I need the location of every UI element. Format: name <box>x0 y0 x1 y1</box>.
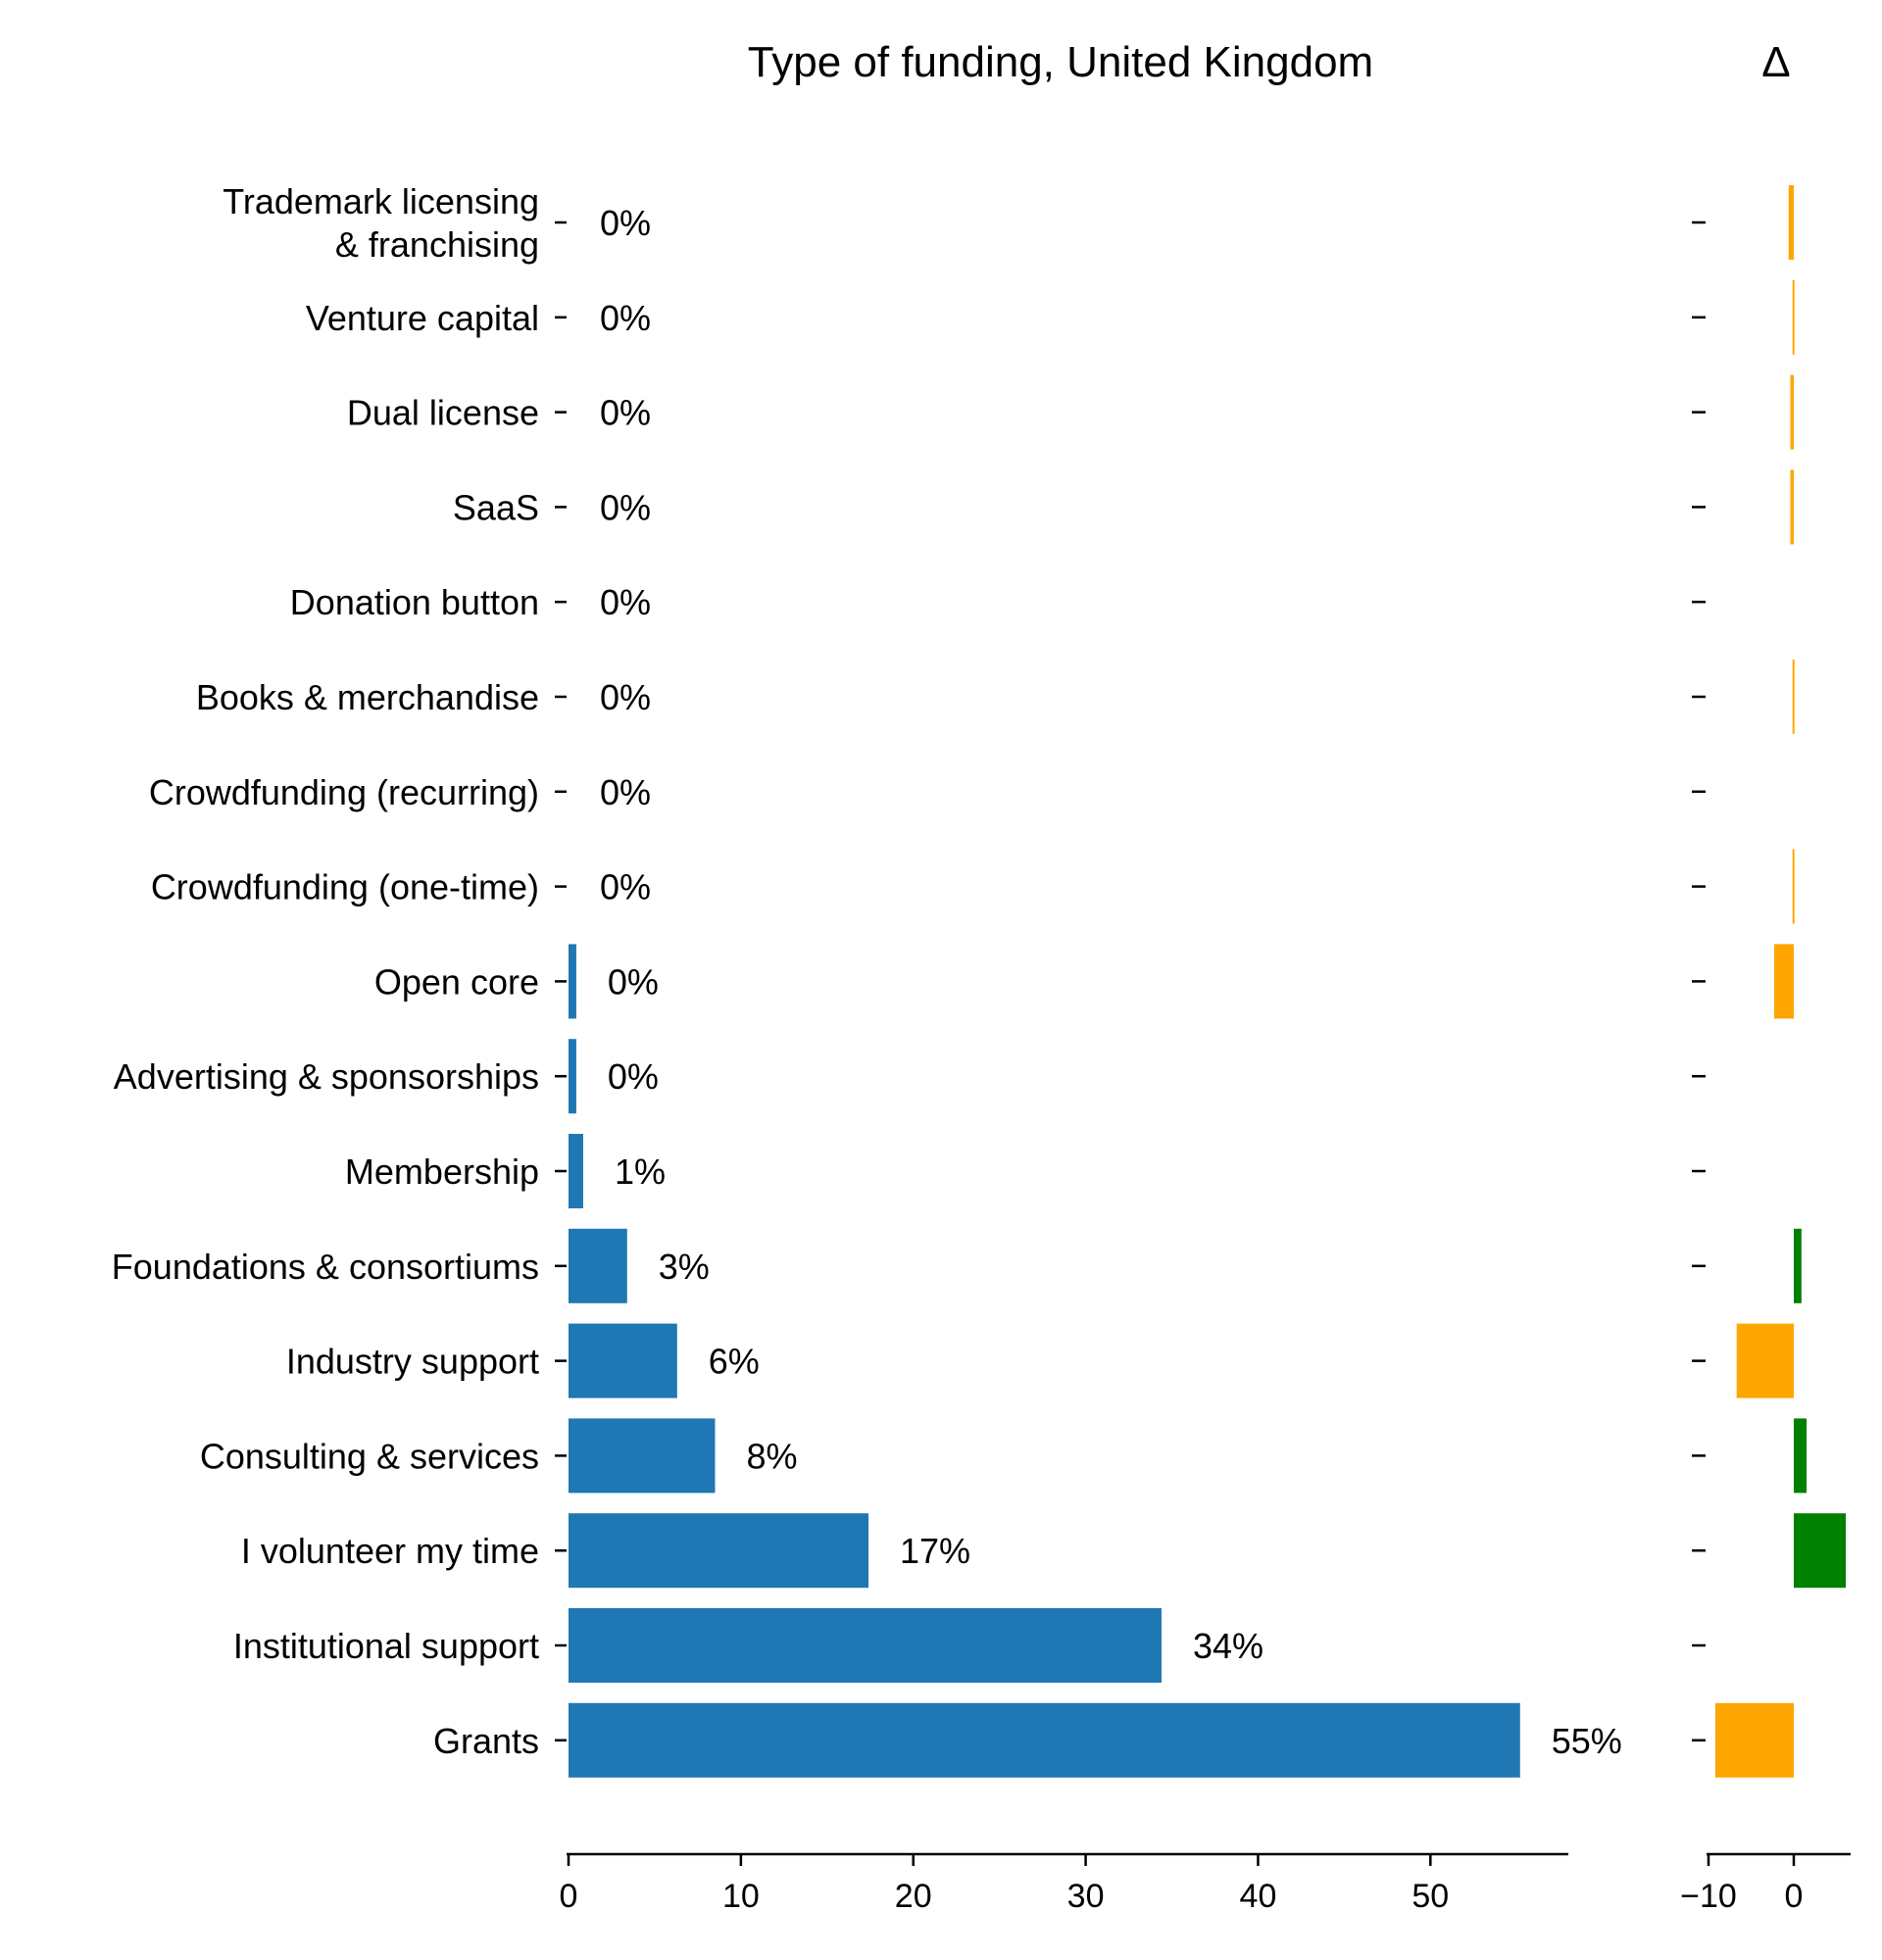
bar-value-label: 55% <box>1552 1721 1622 1761</box>
delta-chart-title: Δ <box>1761 38 1790 86</box>
delta-x-tick-label: 0 <box>1785 1878 1804 1915</box>
main-x-tick-label: 30 <box>1067 1878 1105 1915</box>
funding-bar <box>569 1418 716 1494</box>
delta-chart-bars <box>1714 185 1847 1778</box>
bar-value-label: 0% <box>608 1056 659 1097</box>
funding-bar <box>569 1513 868 1589</box>
main-x-tick-label: 0 <box>560 1878 578 1915</box>
delta-bar <box>1794 1418 1808 1494</box>
funding-bar <box>569 1134 583 1208</box>
main-x-tick-label: 20 <box>895 1878 932 1915</box>
bar-value-label: 0% <box>600 677 651 717</box>
bar-value-label: 3% <box>659 1247 710 1287</box>
funding-bar <box>569 1323 677 1398</box>
delta-bar <box>1794 1228 1802 1303</box>
delta-bar <box>1790 469 1794 545</box>
bar-value-label: 8% <box>746 1436 797 1476</box>
chart-title: Type of funding, United Kingdom <box>748 38 1373 86</box>
main-chart-axes: 0 10 20 30 40 50 Trademark licensing & franchis… <box>112 181 1568 1915</box>
delta-bar <box>1794 1513 1847 1589</box>
funding-bar <box>569 1228 627 1303</box>
bar-value-label: 0% <box>600 867 651 907</box>
main-x-tick-label: 10 <box>722 1878 760 1915</box>
bar-value-label: 0% <box>600 582 651 622</box>
bar-value-label: 17% <box>900 1531 970 1571</box>
delta-bar <box>1714 1702 1794 1778</box>
bar-value-label: 34% <box>1193 1626 1263 1666</box>
funding-bar <box>569 1039 576 1114</box>
category-label: Membership <box>345 1152 539 1192</box>
category-label: Consulting & services <box>200 1436 539 1476</box>
main-x-tick-label: 50 <box>1412 1878 1449 1915</box>
delta-bar <box>1792 660 1795 734</box>
delta-bar <box>1790 374 1794 450</box>
main-x-tick-label: 40 <box>1240 1878 1277 1915</box>
category-label: Venture capital <box>306 298 539 338</box>
category-label: SaaS <box>453 487 539 527</box>
category-label: Books & merchandise <box>196 677 539 717</box>
funding-bar <box>569 944 576 1019</box>
bar-value-label: 0% <box>600 203 651 243</box>
delta-bar <box>1792 849 1795 924</box>
delta-x-tick-label: −10 <box>1680 1878 1737 1915</box>
bar-value-label: 0% <box>608 961 659 1002</box>
category-label: Dual license <box>347 393 539 433</box>
category-label: Trademark licensing & franchising <box>223 181 539 265</box>
bar-value-label: 0% <box>600 393 651 433</box>
category-label: Grants <box>433 1721 539 1761</box>
funding-bar <box>569 1608 1162 1683</box>
category-label: Advertising & sponsorships <box>114 1056 539 1097</box>
category-label: Crowdfunding (recurring) <box>149 772 539 812</box>
delta-bar <box>1792 279 1795 355</box>
category-label: Crowdfunding (one-time) <box>151 867 539 907</box>
category-label: Donation button <box>290 582 539 622</box>
bar-value-label: 0% <box>600 772 651 812</box>
main-chart-bars: 0% 0% 0% 0% 0% 0% 0% 0% 0% 0% 1% 3% 6% 8% 17% 34% 55% <box>569 203 1622 1778</box>
delta-bar <box>1736 1323 1794 1398</box>
category-label: Foundations & consortiums <box>112 1247 539 1287</box>
delta-bar <box>1788 185 1794 260</box>
category-label: I volunteer my time <box>241 1531 539 1571</box>
bar-value-label: 0% <box>600 487 651 527</box>
bar-value-label: 6% <box>709 1342 760 1382</box>
bar-value-label: 1% <box>615 1152 666 1192</box>
funding-bar <box>569 1702 1520 1778</box>
bar-value-label: 0% <box>600 298 651 338</box>
category-label: Institutional support <box>233 1626 539 1666</box>
delta-bar <box>1773 944 1794 1019</box>
category-label: Industry support <box>286 1342 539 1382</box>
category-label: Open core <box>374 961 539 1002</box>
delta-chart-axes: −10 0 <box>1680 220 1851 1915</box>
